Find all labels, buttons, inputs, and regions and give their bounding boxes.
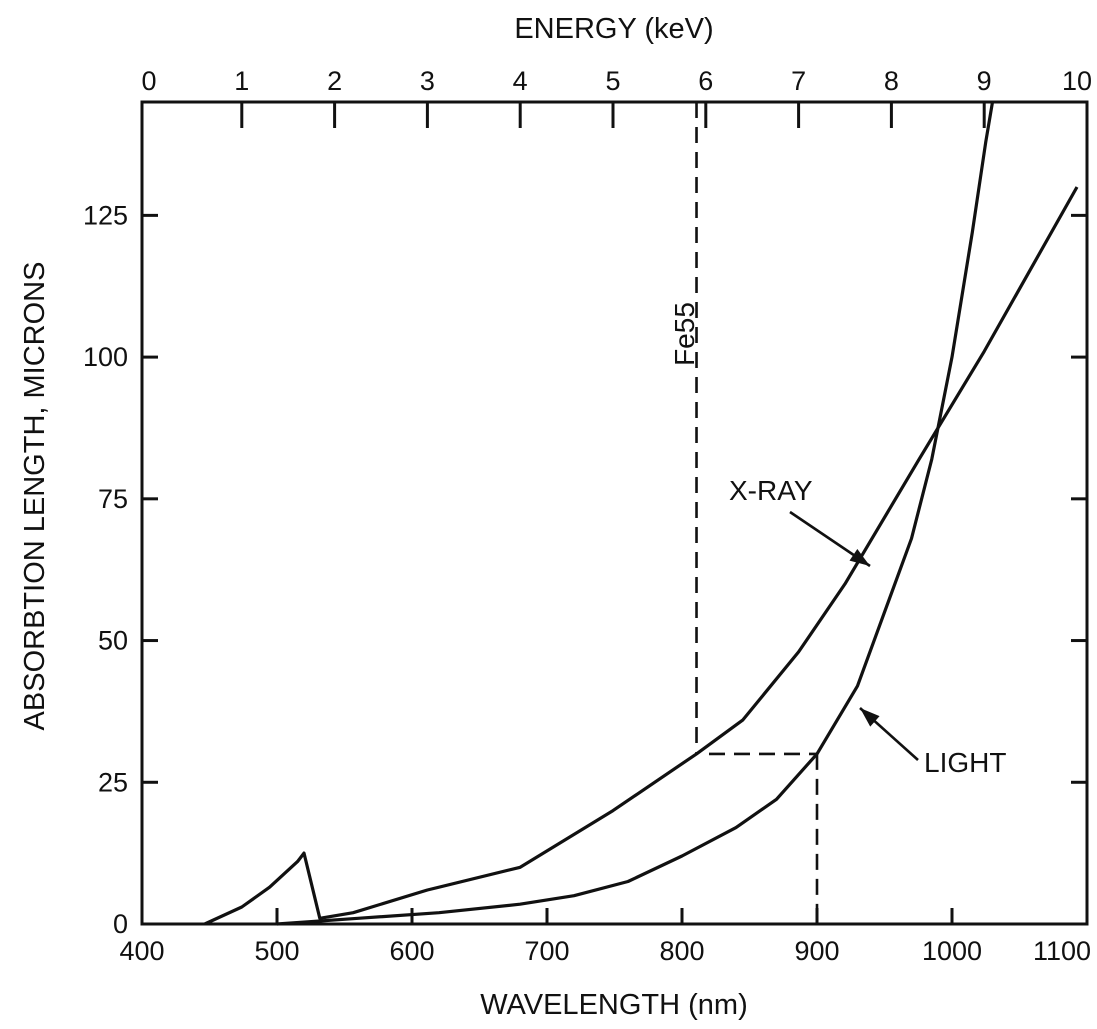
x2-tick-label-4: 4: [513, 66, 528, 96]
label-arrows: [789, 510, 919, 761]
series-lines: [204, 101, 1079, 926]
x-tick-label-700: 700: [524, 936, 569, 966]
y-tick-label-75: 75: [98, 484, 128, 514]
fe55-label: Fe55: [669, 302, 700, 366]
x-tick-label-1000: 1000: [922, 936, 982, 966]
x2-tick-label-10: 10: [1062, 66, 1092, 96]
x-tick-label-900: 900: [794, 936, 839, 966]
x-tick-label-600: 600: [389, 936, 434, 966]
x2-tick-label-5: 5: [605, 66, 620, 96]
light-arrow-head: [860, 708, 880, 727]
y-tick-label-0: 0: [113, 909, 128, 939]
x2-axis-title: ENERGY (keV): [514, 13, 713, 45]
x2-tick-label-3: 3: [420, 66, 435, 96]
plot-frame: [140, 100, 1089, 926]
xray-label: X-RAY: [729, 475, 813, 506]
y-tick-label-125: 125: [83, 200, 128, 230]
dashed-guides: [695, 102, 819, 924]
tick-marks: [142, 102, 1087, 924]
y-axis-title: ABSORBTION LENGTH, MICRONS: [19, 262, 51, 731]
x2-tick-label-2: 2: [327, 66, 342, 96]
series-line-light: [276, 101, 995, 926]
y-tick-label-50: 50: [98, 626, 128, 656]
x-tick-label-400: 400: [119, 936, 164, 966]
x-tick-label-500: 500: [254, 936, 299, 966]
x-axis-title: WAVELENGTH (nm): [480, 989, 747, 1021]
x-tick-label-800: 800: [659, 936, 704, 966]
x-tick-label-1100: 1100: [1033, 936, 1091, 966]
y-tick-label-25: 25: [98, 767, 128, 797]
x2-tick-label-9: 9: [977, 66, 992, 96]
tick-labels: 400 500 600 700 800 900 1000 110002550751001250…: [83, 66, 1092, 966]
x2-tick-label-8: 8: [884, 66, 899, 96]
x2-tick-label-0: 0: [141, 66, 156, 96]
light-label: LIGHT: [924, 747, 1006, 778]
xray-arrow-head: [849, 549, 870, 566]
x2-tick-label-6: 6: [698, 66, 713, 96]
x2-tick-label-7: 7: [791, 66, 806, 96]
series-line-x-ray: [204, 186, 1079, 926]
y-tick-label-100: 100: [83, 342, 128, 372]
x2-tick-label-1: 1: [234, 66, 249, 96]
